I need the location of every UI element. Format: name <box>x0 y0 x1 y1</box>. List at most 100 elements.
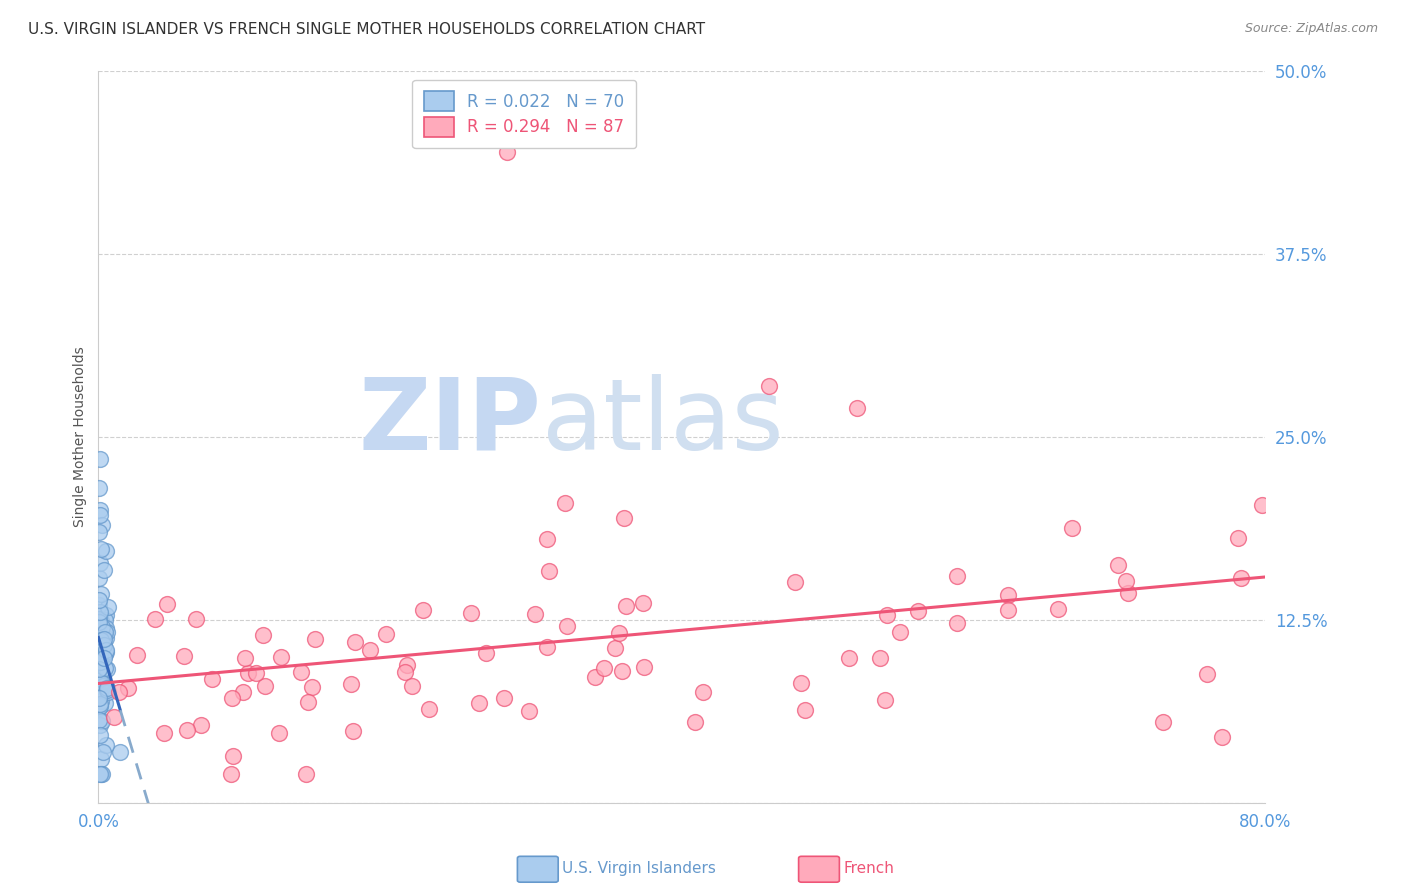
Point <box>607 625 630 640</box>
Point <box>592 661 614 675</box>
Point <box>94 643 117 657</box>
Point <box>89 717 111 731</box>
Point <box>87 615 110 629</box>
Y-axis label: Single Mother Households: Single Mother Households <box>73 347 87 527</box>
Point <box>87 593 110 607</box>
Point <box>253 679 276 693</box>
Point <box>94 631 117 645</box>
Point <box>907 605 929 619</box>
Point <box>173 648 195 663</box>
Point <box>155 597 177 611</box>
Point <box>93 638 115 652</box>
Point <box>93 563 115 577</box>
Point <box>1107 558 1129 573</box>
Point <box>295 766 318 780</box>
Point <box>233 651 256 665</box>
Point <box>91 766 114 780</box>
Point <box>418 702 440 716</box>
Point <box>1230 570 1253 584</box>
Point <box>869 651 891 665</box>
Point <box>344 635 367 649</box>
Point <box>89 648 111 663</box>
Point <box>90 676 112 690</box>
Point <box>90 714 112 728</box>
Point <box>997 603 1019 617</box>
Point <box>267 726 290 740</box>
Point <box>87 571 110 585</box>
Point <box>536 640 558 655</box>
Point <box>89 699 111 714</box>
Point <box>236 666 259 681</box>
Point <box>245 665 267 680</box>
Point <box>838 650 860 665</box>
Point <box>290 665 312 679</box>
Point <box>339 677 361 691</box>
Point <box>89 688 111 702</box>
Point <box>89 508 111 522</box>
Point <box>536 532 558 546</box>
Point <box>184 611 207 625</box>
Point <box>342 724 364 739</box>
Point <box>90 694 112 708</box>
Point <box>94 660 117 674</box>
Point <box>93 651 115 665</box>
Point <box>90 632 112 647</box>
Point <box>496 145 519 159</box>
Point <box>538 565 561 579</box>
Point <box>1047 602 1070 616</box>
Point <box>87 662 110 676</box>
Text: Source: ZipAtlas.com: Source: ZipAtlas.com <box>1244 22 1378 36</box>
Text: U.S. Virgin Islanders: U.S. Virgin Islanders <box>562 862 716 876</box>
Point <box>785 574 807 589</box>
Point <box>93 632 115 647</box>
Point <box>394 665 416 679</box>
Point <box>89 656 111 670</box>
Point <box>89 698 111 712</box>
Point <box>222 749 245 764</box>
Point <box>946 568 969 582</box>
Point <box>460 606 482 620</box>
Point <box>89 728 111 742</box>
Point <box>94 647 117 661</box>
Point <box>396 658 419 673</box>
Point <box>517 704 540 718</box>
Point <box>96 682 118 697</box>
Point <box>301 680 323 694</box>
Point <box>93 624 115 639</box>
Point <box>793 703 815 717</box>
Point <box>143 612 166 626</box>
Point <box>610 664 633 678</box>
Point <box>612 510 634 524</box>
Point <box>117 681 139 696</box>
Point <box>374 626 396 640</box>
Point <box>91 679 114 693</box>
Point <box>1211 730 1233 744</box>
Point <box>90 619 112 633</box>
Point <box>90 587 112 601</box>
Point <box>633 660 655 674</box>
Point <box>89 452 111 467</box>
Point <box>89 687 111 701</box>
Point <box>683 715 706 730</box>
Point <box>94 696 117 710</box>
Point <box>692 685 714 699</box>
Text: French: French <box>844 862 894 876</box>
Point <box>91 669 114 683</box>
Point <box>945 615 967 630</box>
Point <box>468 696 491 710</box>
Point <box>96 624 118 639</box>
Point <box>201 672 224 686</box>
Point <box>758 379 780 393</box>
Point <box>997 588 1019 602</box>
Point <box>554 496 576 510</box>
Point <box>270 649 292 664</box>
Point <box>94 543 117 558</box>
Point <box>94 613 117 627</box>
Point <box>1227 531 1250 545</box>
Point <box>110 745 132 759</box>
Point <box>219 766 242 780</box>
Point <box>90 752 112 766</box>
Point <box>89 670 111 684</box>
Point <box>87 691 110 706</box>
Point <box>1195 666 1218 681</box>
